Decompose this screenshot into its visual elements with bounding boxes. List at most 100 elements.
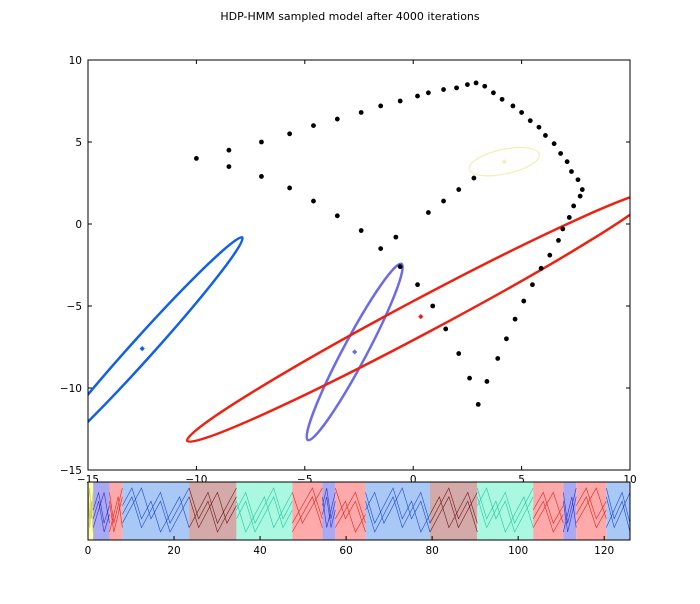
data-point xyxy=(569,169,574,174)
data-point xyxy=(194,156,199,161)
state-trace xyxy=(109,496,123,533)
data-point xyxy=(547,252,553,258)
data-point xyxy=(311,123,316,128)
state-trace xyxy=(122,487,190,533)
state-region xyxy=(236,482,293,540)
data-point xyxy=(454,85,459,91)
x-tick-label: 100 xyxy=(508,545,528,557)
data-point xyxy=(378,103,384,109)
data-point xyxy=(425,90,431,96)
data-point xyxy=(475,402,481,407)
data-point xyxy=(551,141,557,147)
y-tick-label: −5 xyxy=(67,301,82,313)
data-point xyxy=(397,98,403,104)
data-point xyxy=(556,238,561,243)
data-point xyxy=(393,234,399,240)
data-point xyxy=(311,198,316,204)
state-trace xyxy=(563,487,577,524)
chart-title: HDP-HMM sampled model after 4000 iterati… xyxy=(220,10,480,23)
state-trace xyxy=(322,487,336,519)
data-point xyxy=(575,177,581,183)
x-tick-label: 60 xyxy=(339,545,352,557)
data-point xyxy=(521,298,527,304)
state-trace xyxy=(92,492,110,528)
data-point xyxy=(579,187,585,192)
state-region xyxy=(365,482,430,540)
state-trace xyxy=(429,487,478,533)
data-point xyxy=(441,198,446,204)
y-tick-label: 5 xyxy=(75,137,82,149)
data-point xyxy=(425,210,431,215)
data-point xyxy=(456,351,462,356)
main-plot-frame xyxy=(87,59,631,471)
state-trace xyxy=(365,487,431,533)
state-regions xyxy=(88,482,630,540)
y-tick-label: −10 xyxy=(60,383,82,395)
state-trace xyxy=(188,487,237,533)
x-tick-label: 20 xyxy=(167,545,180,557)
state-region xyxy=(563,482,577,540)
state-trace xyxy=(477,487,534,529)
data-point xyxy=(495,356,501,361)
data-point xyxy=(473,80,479,86)
x-tick-label: 120 xyxy=(594,545,614,557)
data-point xyxy=(259,174,264,179)
state-trace xyxy=(292,487,323,524)
state-trace xyxy=(292,496,323,533)
x-tick-label: 40 xyxy=(253,545,266,557)
x-tick-label: 5 xyxy=(518,474,525,486)
state-trace xyxy=(429,492,478,533)
state-trace xyxy=(109,496,123,533)
y-tick-label: 10 xyxy=(69,55,82,67)
data-point xyxy=(512,316,518,322)
state-region xyxy=(335,482,366,540)
state-trace xyxy=(575,487,607,524)
data-point xyxy=(287,131,293,137)
covariance-ellipse xyxy=(185,190,630,444)
data-point xyxy=(378,246,384,252)
data-point xyxy=(571,203,577,209)
state-trace xyxy=(365,487,431,533)
sequence-axis-ticks: 0 20 40 60 80 100 120 xyxy=(85,536,614,557)
state-trace xyxy=(477,487,534,533)
data-point xyxy=(491,90,496,96)
state-region xyxy=(292,482,323,540)
state-region xyxy=(606,482,630,540)
covariance-ellipse xyxy=(305,262,404,442)
data-point xyxy=(471,175,477,181)
state-trace xyxy=(322,492,336,528)
covariance-ellipses xyxy=(88,146,630,462)
data-point xyxy=(510,103,516,109)
data-point xyxy=(504,336,509,342)
state-trace xyxy=(532,500,564,533)
state-trace xyxy=(429,491,478,529)
covariance-ellipse xyxy=(468,146,540,177)
data-point xyxy=(287,185,293,191)
data-point xyxy=(334,116,340,122)
data-point xyxy=(484,379,490,384)
data-points xyxy=(194,80,585,407)
data-point xyxy=(467,375,472,381)
data-point xyxy=(226,147,232,153)
state-region xyxy=(576,482,607,540)
data-point xyxy=(334,213,340,219)
state-region xyxy=(109,482,123,540)
state-trace xyxy=(92,501,110,533)
state-trace xyxy=(109,487,123,524)
state-trace xyxy=(122,487,190,529)
x-tick-label: 0 xyxy=(410,474,417,486)
data-point xyxy=(538,265,544,271)
state-center-marker xyxy=(501,159,507,165)
covariance-ellipse xyxy=(88,235,244,462)
state-traces xyxy=(88,487,630,533)
state-trace xyxy=(532,491,564,524)
data-point xyxy=(456,187,462,192)
state-trace xyxy=(236,487,293,524)
state-region xyxy=(477,482,534,540)
data-point xyxy=(415,282,420,288)
state-trace xyxy=(606,492,630,529)
state-trace xyxy=(322,496,336,528)
data-point xyxy=(443,326,449,332)
data-point xyxy=(536,124,542,130)
